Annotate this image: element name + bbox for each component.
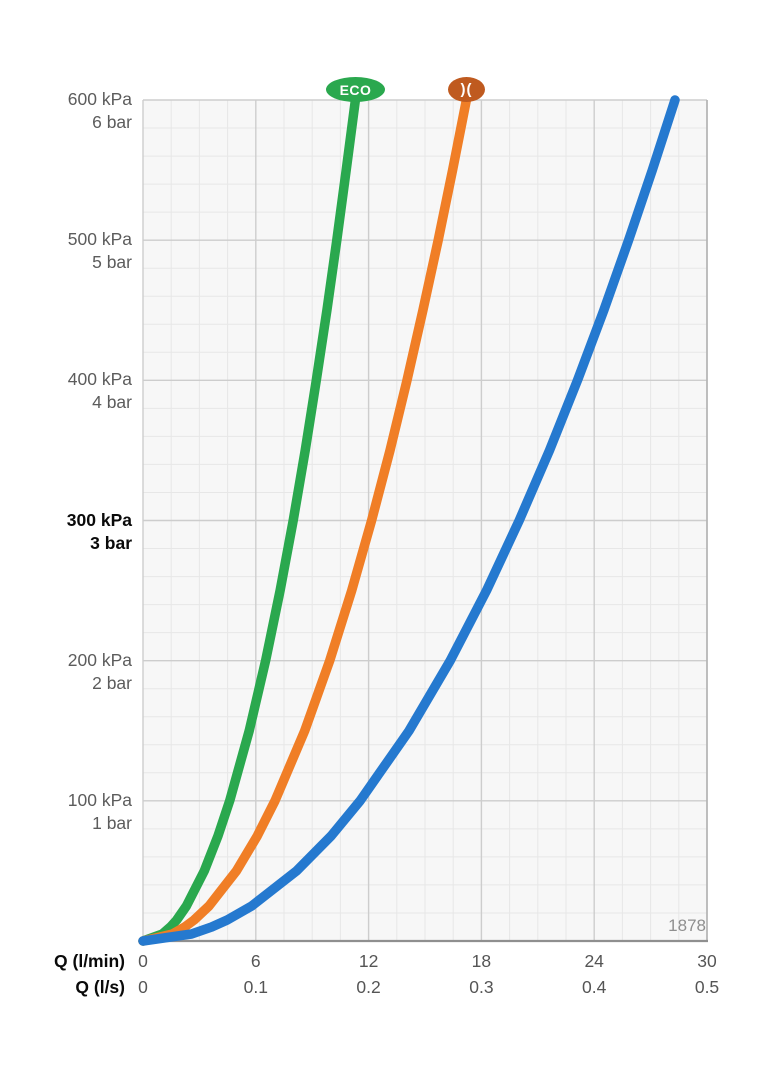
y-tick-bar: 6 bar <box>92 112 132 132</box>
x-axis-title-ls: Q (l/s) <box>75 977 125 997</box>
chart-code: 1878 <box>668 916 706 935</box>
x-tick-ls-04: 0.4 <box>582 977 607 997</box>
y-tick-200: 200 kPa 2 bar <box>30 649 132 695</box>
x-tick-lmin-24: 24 <box>584 951 604 971</box>
y-tick-bar: 4 bar <box>92 392 132 412</box>
x-tick-ls-03: 0.3 <box>469 977 494 997</box>
x-axis-ls-row: Q (l/s) 0 0.1 0.2 0.3 0.4 0.5 <box>0 977 764 1000</box>
y-tick-600: 600 kPa 6 bar <box>30 88 132 134</box>
y-tick-300: 300 kPa 3 bar <box>30 509 132 555</box>
spray-mode-icon-badge: )( <box>448 77 485 102</box>
y-tick-kpa: 400 kPa <box>67 369 132 389</box>
y-tick-kpa: 300 kPa <box>66 510 132 530</box>
x-tick-lmin-18: 18 <box>471 951 492 971</box>
y-tick-kpa: 200 kPa <box>67 650 132 670</box>
x-axis-title-lmin: Q (l/min) <box>54 951 125 971</box>
x-axis-lmin-row: Q (l/min) 0 6 12 18 24 30 <box>0 951 764 974</box>
x-tick-lmin-30: 30 <box>697 951 717 971</box>
y-tick-kpa: 100 kPa <box>67 790 132 810</box>
y-tick-400: 400 kPa 4 bar <box>30 368 132 414</box>
x-tick-lmin-12: 12 <box>358 951 379 971</box>
x-tick-lmin-0: 0 <box>138 951 148 971</box>
y-tick-bar: 1 bar <box>92 813 132 833</box>
eco-mode-badge: ECO <box>326 77 385 102</box>
x-tick-ls-05: 0.5 <box>694 977 720 997</box>
x-tick-lmin-6: 6 <box>250 951 261 971</box>
y-tick-bar: 2 bar <box>92 673 132 693</box>
x-tick-ls-02: 0.2 <box>356 977 381 997</box>
y-tick-kpa: 500 kPa <box>67 229 132 249</box>
y-tick-100: 100 kPa 1 bar <box>30 789 132 835</box>
y-tick-bar: 3 bar <box>90 533 132 553</box>
x-tick-ls-01: 0.1 <box>243 977 268 997</box>
y-tick-500: 500 kPa 5 bar <box>30 228 132 274</box>
x-tick-ls-0: 0 <box>138 977 148 997</box>
y-tick-bar: 5 bar <box>92 252 132 272</box>
y-tick-kpa: 600 kPa <box>67 89 132 109</box>
